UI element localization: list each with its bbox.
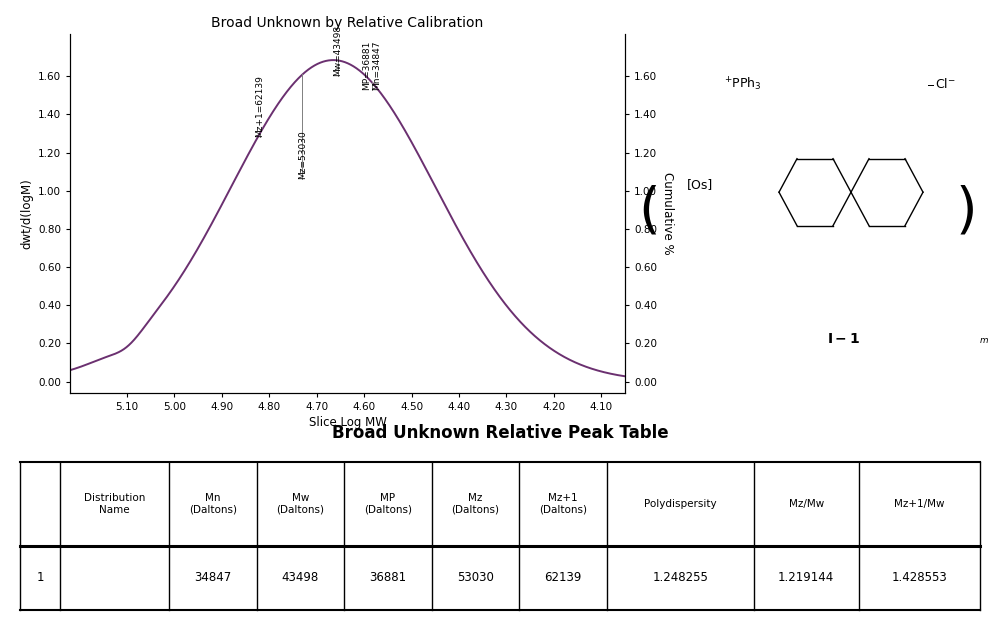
- Text: Mz/Mw: Mz/Mw: [789, 499, 824, 509]
- Text: 43498: 43498: [282, 572, 319, 584]
- Text: Mz+1
(Daltons): Mz+1 (Daltons): [539, 493, 587, 515]
- Text: 36881: 36881: [369, 572, 407, 584]
- Text: 53030: 53030: [457, 572, 494, 584]
- Text: Mw=43498: Mw=43498: [334, 25, 343, 76]
- Title: Broad Unknown by Relative Calibration: Broad Unknown by Relative Calibration: [211, 16, 484, 31]
- Text: $^{+}$PPh$_3$: $^{+}$PPh$_3$: [724, 75, 762, 92]
- Text: Broad Unknown Relative Peak Table: Broad Unknown Relative Peak Table: [332, 424, 668, 442]
- Text: $\overline{\ }$ Cl$^{-}$: $\overline{\ }$ Cl$^{-}$: [927, 77, 955, 91]
- Text: $_m$: $_m$: [979, 333, 989, 346]
- Text: 1.428553: 1.428553: [891, 572, 947, 584]
- Text: $\mathbf{I-1}$: $\mathbf{I-1}$: [827, 332, 860, 346]
- Text: 34847: 34847: [194, 572, 232, 584]
- Text: 1: 1: [36, 572, 44, 584]
- Text: Mw
(Daltons): Mw (Daltons): [276, 493, 324, 515]
- Text: Mz
(Daltons): Mz (Daltons): [451, 493, 499, 515]
- Text: 1.219144: 1.219144: [778, 572, 834, 584]
- Text: Mz+1=62139: Mz+1=62139: [255, 76, 264, 137]
- Text: 62139: 62139: [544, 572, 582, 584]
- Y-axis label: dwt/d(logM): dwt/d(logM): [21, 178, 34, 249]
- Y-axis label: Cumulative %: Cumulative %: [661, 172, 674, 255]
- Text: MP
(Daltons): MP (Daltons): [364, 493, 412, 515]
- Text: 1.248255: 1.248255: [652, 572, 708, 584]
- Text: Mz=53030: Mz=53030: [298, 130, 307, 179]
- Text: Distribution
Name: Distribution Name: [84, 493, 145, 515]
- X-axis label: Slice Log MW: Slice Log MW: [309, 416, 386, 429]
- Text: (: (: [639, 185, 660, 238]
- Text: MP=36881
Mn=34847: MP=36881 Mn=34847: [362, 40, 381, 90]
- Text: Polydispersity: Polydispersity: [644, 499, 717, 509]
- Text: Mn
(Daltons): Mn (Daltons): [189, 493, 237, 515]
- Text: Mz+1/Mw: Mz+1/Mw: [894, 499, 945, 509]
- Text: ): ): [955, 185, 977, 238]
- Text: [Os]: [Os]: [687, 178, 713, 191]
